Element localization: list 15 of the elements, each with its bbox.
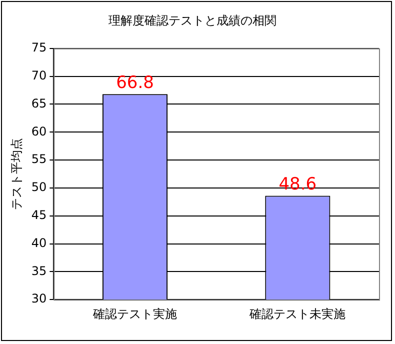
y-tick-label: 40 <box>31 236 47 250</box>
y-tick-label: 45 <box>31 208 47 222</box>
x-tick-label: 確認テスト実施 <box>92 306 177 321</box>
y-tick-label: 65 <box>31 96 47 110</box>
y-tick-label: 60 <box>31 124 47 138</box>
y-tick-label: 50 <box>31 180 47 194</box>
y-tick-label: 55 <box>31 152 47 166</box>
y-tick-label: 30 <box>31 292 47 306</box>
y-axis-title: テスト平均点 <box>9 138 24 210</box>
y-tick-label: 75 <box>31 40 47 55</box>
data-label: 66.8 <box>116 73 154 94</box>
y-tick-label: 35 <box>31 264 47 278</box>
y-tick-label: 70 <box>31 68 47 82</box>
chart-title: 理解度確認テストと成績の相関 <box>108 13 276 28</box>
x-tick-label: 確認テスト未実施 <box>248 306 346 321</box>
